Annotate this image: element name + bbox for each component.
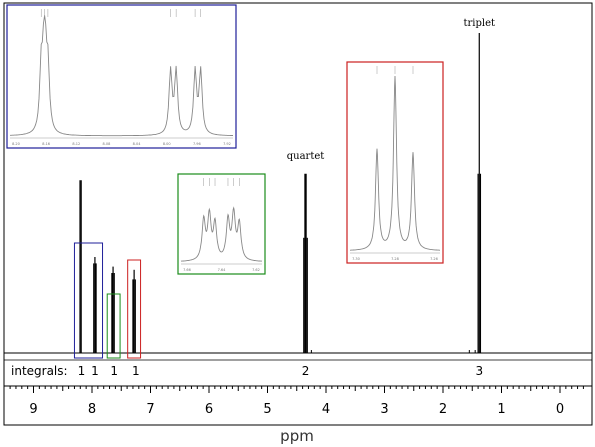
integral-value: 1 — [91, 364, 99, 378]
main-plot: quartet triplet — [3, 2, 593, 426]
inset-tick-label: 7.26 — [430, 257, 438, 261]
x-tick-label: 1 — [497, 402, 505, 417]
integral-value: 1 — [132, 364, 140, 378]
inset-trace — [350, 75, 440, 251]
x-axis: 9 8 7 6 5 4 3 2 1 0 — [4, 385, 592, 417]
inset-trace — [10, 15, 233, 137]
red-inset: 7.30 7.28 7.26 — [346, 61, 444, 264]
integral-value: 1 — [110, 364, 118, 378]
inset-tick-label: 7.62 — [252, 268, 260, 272]
integrals-label: integrals: — [11, 364, 68, 378]
inset-tick-label: 7.30 — [352, 257, 360, 261]
inset-tick-label: 7.64 — [218, 268, 227, 272]
blue-inset: 8.20 8.16 8.12 8.08 8.04 8.00 7.96 7.92 — [6, 4, 237, 149]
x-tick-label: 3 — [380, 402, 388, 417]
x-tick-label: 5 — [263, 402, 271, 417]
x-tick-label: 8 — [88, 402, 96, 417]
inset-tick-label: 7.28 — [391, 257, 399, 261]
insets-layer: 8.20 8.16 8.12 8.08 8.04 8.00 7.96 7.92 7.66 7.64… — [6, 4, 444, 275]
x-tick-label: 7 — [146, 402, 154, 417]
plot-frame — [3, 2, 593, 426]
inset-tick-label: 8.08 — [103, 142, 111, 146]
x-tick-label: 2 — [439, 402, 447, 417]
inset-tick-label: 8.04 — [133, 142, 142, 146]
inset-tick-label: 8.12 — [72, 142, 80, 146]
integrals-row: integrals: 1 1 1 1 2 3 — [4, 359, 592, 378]
inset-tick-label: 7.66 — [183, 268, 191, 272]
x-tick-label: 4 — [322, 402, 330, 417]
inset-frame — [177, 173, 266, 275]
inset-frame — [6, 4, 237, 149]
highlight-box — [106, 293, 121, 359]
inset-trace — [180, 206, 263, 262]
peak-annotation: quartet — [287, 151, 325, 162]
integral-value: 1 — [78, 364, 86, 378]
green-inset: 7.66 7.64 7.62 — [177, 173, 266, 275]
x-axis-label: ppm — [280, 427, 314, 445]
inset-tick-label: 8.20 — [12, 142, 20, 146]
inset-tick-label: 8.16 — [42, 142, 50, 146]
x-tick-label: 6 — [205, 402, 213, 417]
x-tick-label: 0 — [556, 402, 564, 417]
inset-tick-label: 7.92 — [223, 142, 231, 146]
inset-tick-label: 7.96 — [193, 142, 201, 146]
peak-annotation: triplet — [463, 18, 495, 29]
integral-value: 3 — [475, 364, 483, 378]
highlight-box — [127, 259, 142, 359]
x-tick-label: 9 — [29, 402, 37, 417]
highlight-box — [73, 242, 104, 359]
inset-tick-label: 8.00 — [163, 142, 171, 146]
inset-frame — [346, 61, 444, 264]
integral-value: 2 — [302, 364, 310, 378]
